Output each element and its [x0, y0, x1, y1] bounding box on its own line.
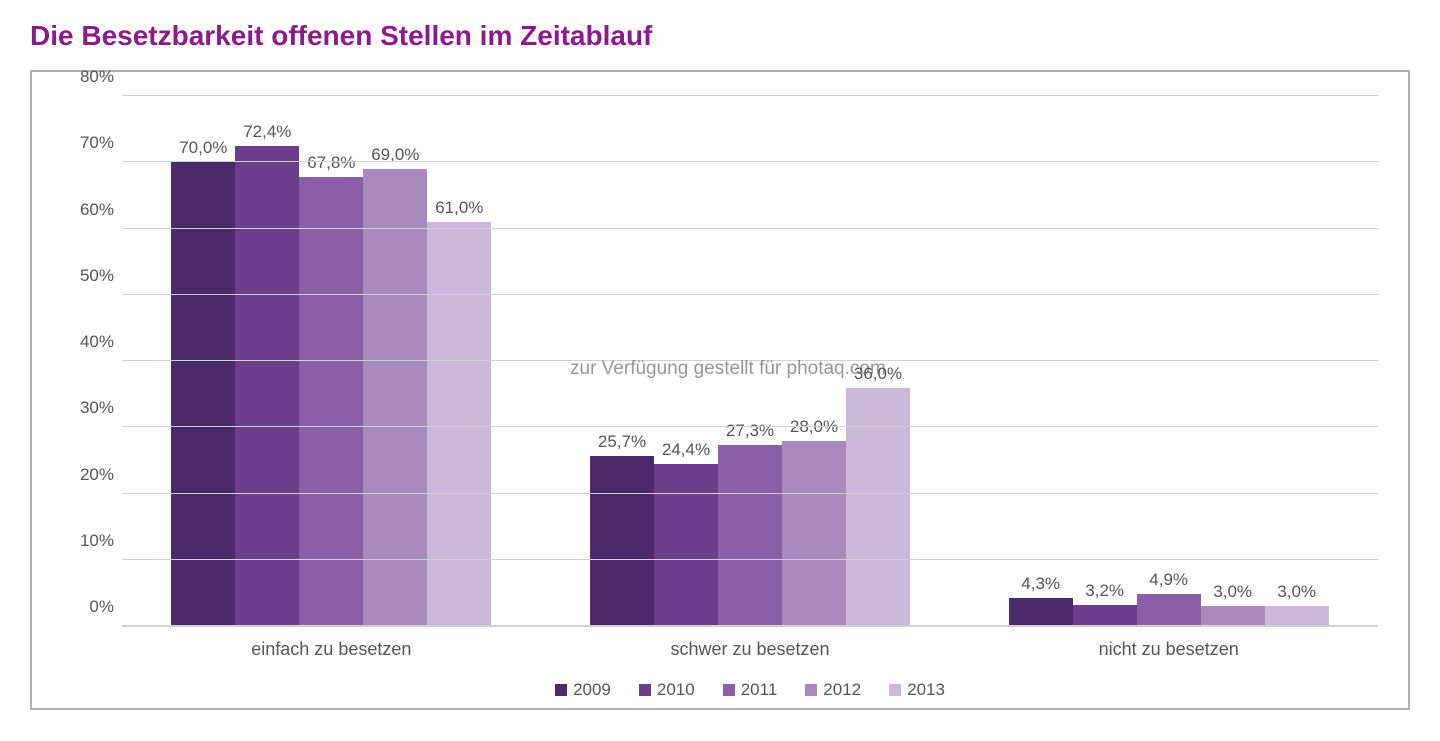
- bar: [235, 146, 299, 626]
- legend-label: 2009: [573, 680, 611, 700]
- bar: [1201, 606, 1265, 626]
- bar-wrap: 67,8%: [299, 97, 363, 626]
- bar: [1009, 598, 1073, 626]
- chart-container: 0% 10% 20% 30% 40% 50% 60% 70% 80% 70,0% 72,4% 67,…: [30, 70, 1410, 710]
- bar: [718, 445, 782, 626]
- bar: [363, 169, 427, 626]
- bar-wrap: 25,7%: [590, 97, 654, 626]
- bar: [1137, 594, 1201, 626]
- legend-label: 2010: [657, 680, 695, 700]
- bar-wrap: 3,0%: [1265, 97, 1329, 626]
- bar-groups: 70,0% 72,4% 67,8% 69,0% 61,0% 25,7% 24,4% 27,3%…: [122, 97, 1378, 626]
- bar-value-label: 27,3%: [726, 421, 774, 441]
- gridline: [122, 360, 1378, 361]
- bar: [171, 162, 235, 626]
- bar-value-label: 61,0%: [435, 198, 483, 218]
- legend-label: 2012: [823, 680, 861, 700]
- bar-wrap: 3,0%: [1201, 97, 1265, 626]
- bar-value-label: 4,3%: [1021, 574, 1060, 594]
- category-group: 25,7% 24,4% 27,3% 28,0% 36,0%: [541, 97, 960, 626]
- bar-value-label: 24,4%: [662, 440, 710, 460]
- legend-item: 2010: [639, 680, 695, 700]
- bar-wrap: 28,0%: [782, 97, 846, 626]
- legend-item: 2009: [555, 680, 611, 700]
- legend-item: 2013: [889, 680, 945, 700]
- gridline: [122, 95, 1378, 96]
- bar: [782, 441, 846, 627]
- bar-wrap: 61,0%: [427, 97, 491, 626]
- gridline: [122, 559, 1378, 560]
- legend-item: 2011: [723, 680, 778, 700]
- legend: 2009 2010 2011 2012 2013: [122, 680, 1378, 700]
- bar-value-label: 67,8%: [307, 153, 355, 173]
- chart-title: Die Besetzbarkeit offenen Stellen im Zei…: [30, 20, 1410, 52]
- legend-swatch: [723, 684, 735, 696]
- y-axis: 0%10%20%30%40%50%60%70%80%: [62, 97, 122, 627]
- bar-value-label: 25,7%: [598, 432, 646, 452]
- bar-value-label: 3,0%: [1213, 582, 1252, 602]
- legend-swatch: [555, 684, 567, 696]
- y-tick-label: 10%: [80, 531, 114, 551]
- y-tick-label: 50%: [80, 266, 114, 286]
- y-tick-label: 20%: [80, 465, 114, 485]
- bar-wrap: 4,3%: [1009, 97, 1073, 626]
- bar: [1073, 605, 1137, 626]
- bar-value-label: 36,0%: [854, 364, 902, 384]
- y-tick-label: 70%: [80, 133, 114, 153]
- bar-wrap: 27,3%: [718, 97, 782, 626]
- y-tick-label: 60%: [80, 200, 114, 220]
- gridline: [122, 426, 1378, 427]
- bar-wrap: 3,2%: [1073, 97, 1137, 626]
- y-tick-label: 30%: [80, 398, 114, 418]
- bar: [427, 222, 491, 626]
- x-axis-labels: einfach zu besetzenschwer zu besetzennic…: [122, 639, 1378, 660]
- gridline: [122, 161, 1378, 162]
- bar: [1265, 606, 1329, 626]
- bar-wrap: 4,9%: [1137, 97, 1201, 626]
- bar-value-label: 3,0%: [1277, 582, 1316, 602]
- legend-swatch: [639, 684, 651, 696]
- bar: [654, 464, 718, 626]
- y-tick-label: 40%: [80, 332, 114, 352]
- legend-item: 2012: [805, 680, 861, 700]
- category-group: 70,0% 72,4% 67,8% 69,0% 61,0%: [122, 97, 541, 626]
- x-category-label: schwer zu besetzen: [541, 639, 960, 660]
- bar-wrap: 72,4%: [235, 97, 299, 626]
- legend-label: 2011: [741, 680, 778, 700]
- plot-area: 70,0% 72,4% 67,8% 69,0% 61,0% 25,7% 24,4% 27,3%…: [122, 97, 1378, 627]
- bar: [846, 388, 910, 627]
- bar: [590, 456, 654, 626]
- legend-swatch: [805, 684, 817, 696]
- bar-wrap: 36,0%: [846, 97, 910, 626]
- gridline: [122, 294, 1378, 295]
- y-tick-label: 80%: [80, 67, 114, 87]
- chart-area: 0%10%20%30%40%50%60%70%80% 70,0%72,4%67,…: [62, 97, 1378, 627]
- bar-wrap: 69,0%: [363, 97, 427, 626]
- gridline: [122, 228, 1378, 229]
- bar-wrap: 70,0%: [171, 97, 235, 626]
- bar-wrap: 24,4%: [654, 97, 718, 626]
- y-tick-label: 0%: [89, 597, 114, 617]
- gridline: [122, 493, 1378, 494]
- legend-swatch: [889, 684, 901, 696]
- bar-value-label: 72,4%: [243, 122, 291, 142]
- bars-row: 70,0% 72,4% 67,8% 69,0% 61,0%: [171, 97, 491, 626]
- bar-value-label: 4,9%: [1149, 570, 1188, 590]
- legend-label: 2013: [907, 680, 945, 700]
- gridline: [122, 625, 1378, 626]
- x-category-label: einfach zu besetzen: [122, 639, 541, 660]
- x-category-label: nicht zu besetzen: [959, 639, 1378, 660]
- bars-row: 4,3% 3,2% 4,9% 3,0% 3,0%: [1009, 97, 1329, 626]
- category-group: 4,3% 3,2% 4,9% 3,0% 3,0%: [959, 97, 1378, 626]
- bar-value-label: 70,0%: [179, 138, 227, 158]
- bars-row: 25,7% 24,4% 27,3% 28,0% 36,0%: [590, 97, 910, 626]
- bar-value-label: 3,2%: [1085, 581, 1124, 601]
